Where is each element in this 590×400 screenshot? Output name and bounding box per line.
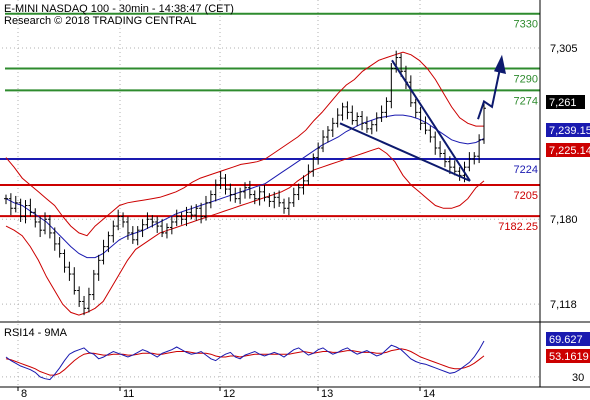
wedge-lower-line bbox=[339, 122, 471, 182]
chart-subtitle: Research © 2018 TRADING CENTRAL bbox=[4, 15, 197, 27]
value-tag bbox=[546, 123, 590, 137]
projection-arrow bbox=[477, 68, 501, 120]
value-tag bbox=[546, 95, 585, 109]
x-tick-label: 13 bbox=[321, 388, 333, 400]
value-tag-label: 53.1619 bbox=[549, 351, 589, 363]
level-label: 7290 bbox=[514, 74, 538, 86]
level-label: 7274 bbox=[514, 95, 538, 107]
y-tick-label: 7,180 bbox=[550, 214, 578, 226]
value-tag-label: 7,239.15 bbox=[549, 125, 590, 137]
level-label: 7330 bbox=[514, 19, 538, 31]
x-tick-label: 11 bbox=[123, 388, 134, 400]
rsi-panel bbox=[5, 340, 485, 381]
rsi-tick-label: 30 bbox=[572, 372, 584, 384]
bollinger-upper bbox=[5, 51, 484, 237]
y-tick-label: 7,305 bbox=[550, 43, 578, 55]
rsi-ma-line bbox=[5, 348, 485, 376]
value-tag bbox=[546, 332, 590, 346]
value-tag bbox=[546, 143, 590, 157]
bollinger-lower bbox=[5, 147, 485, 316]
rsi-line bbox=[5, 340, 485, 381]
x-tick-label: 12 bbox=[223, 388, 235, 400]
x-tick-label: 14 bbox=[423, 388, 435, 400]
value-tag bbox=[546, 349, 590, 363]
price-tags: 7,261 7,239.15 7,225.14 69.627 53.1619 bbox=[546, 95, 590, 363]
level-label: 7224 bbox=[514, 164, 538, 176]
trend-drawings bbox=[339, 54, 506, 182]
projection-arrowhead bbox=[494, 54, 506, 74]
chart-title: E-MINI NASDAQ 100 - 30min - 14:38:47 (CE… bbox=[4, 3, 234, 15]
y-tick-label: 7,118 bbox=[550, 299, 577, 311]
wedge-upper-line bbox=[391, 59, 471, 182]
value-tag-label: 69.627 bbox=[549, 334, 583, 346]
level-lines: 7330 7290 7274 7224 7205 7182.25 bbox=[0, 12, 540, 233]
rsi-title: RSI14 - 9MA bbox=[4, 327, 68, 339]
level-label: 7205 bbox=[514, 190, 538, 202]
value-tag-label: 7,225.14 bbox=[549, 145, 590, 157]
level-label: 7182.25 bbox=[498, 221, 538, 233]
x-tick-label: 8 bbox=[21, 388, 27, 400]
value-tag-label: 7,261 bbox=[549, 97, 577, 109]
